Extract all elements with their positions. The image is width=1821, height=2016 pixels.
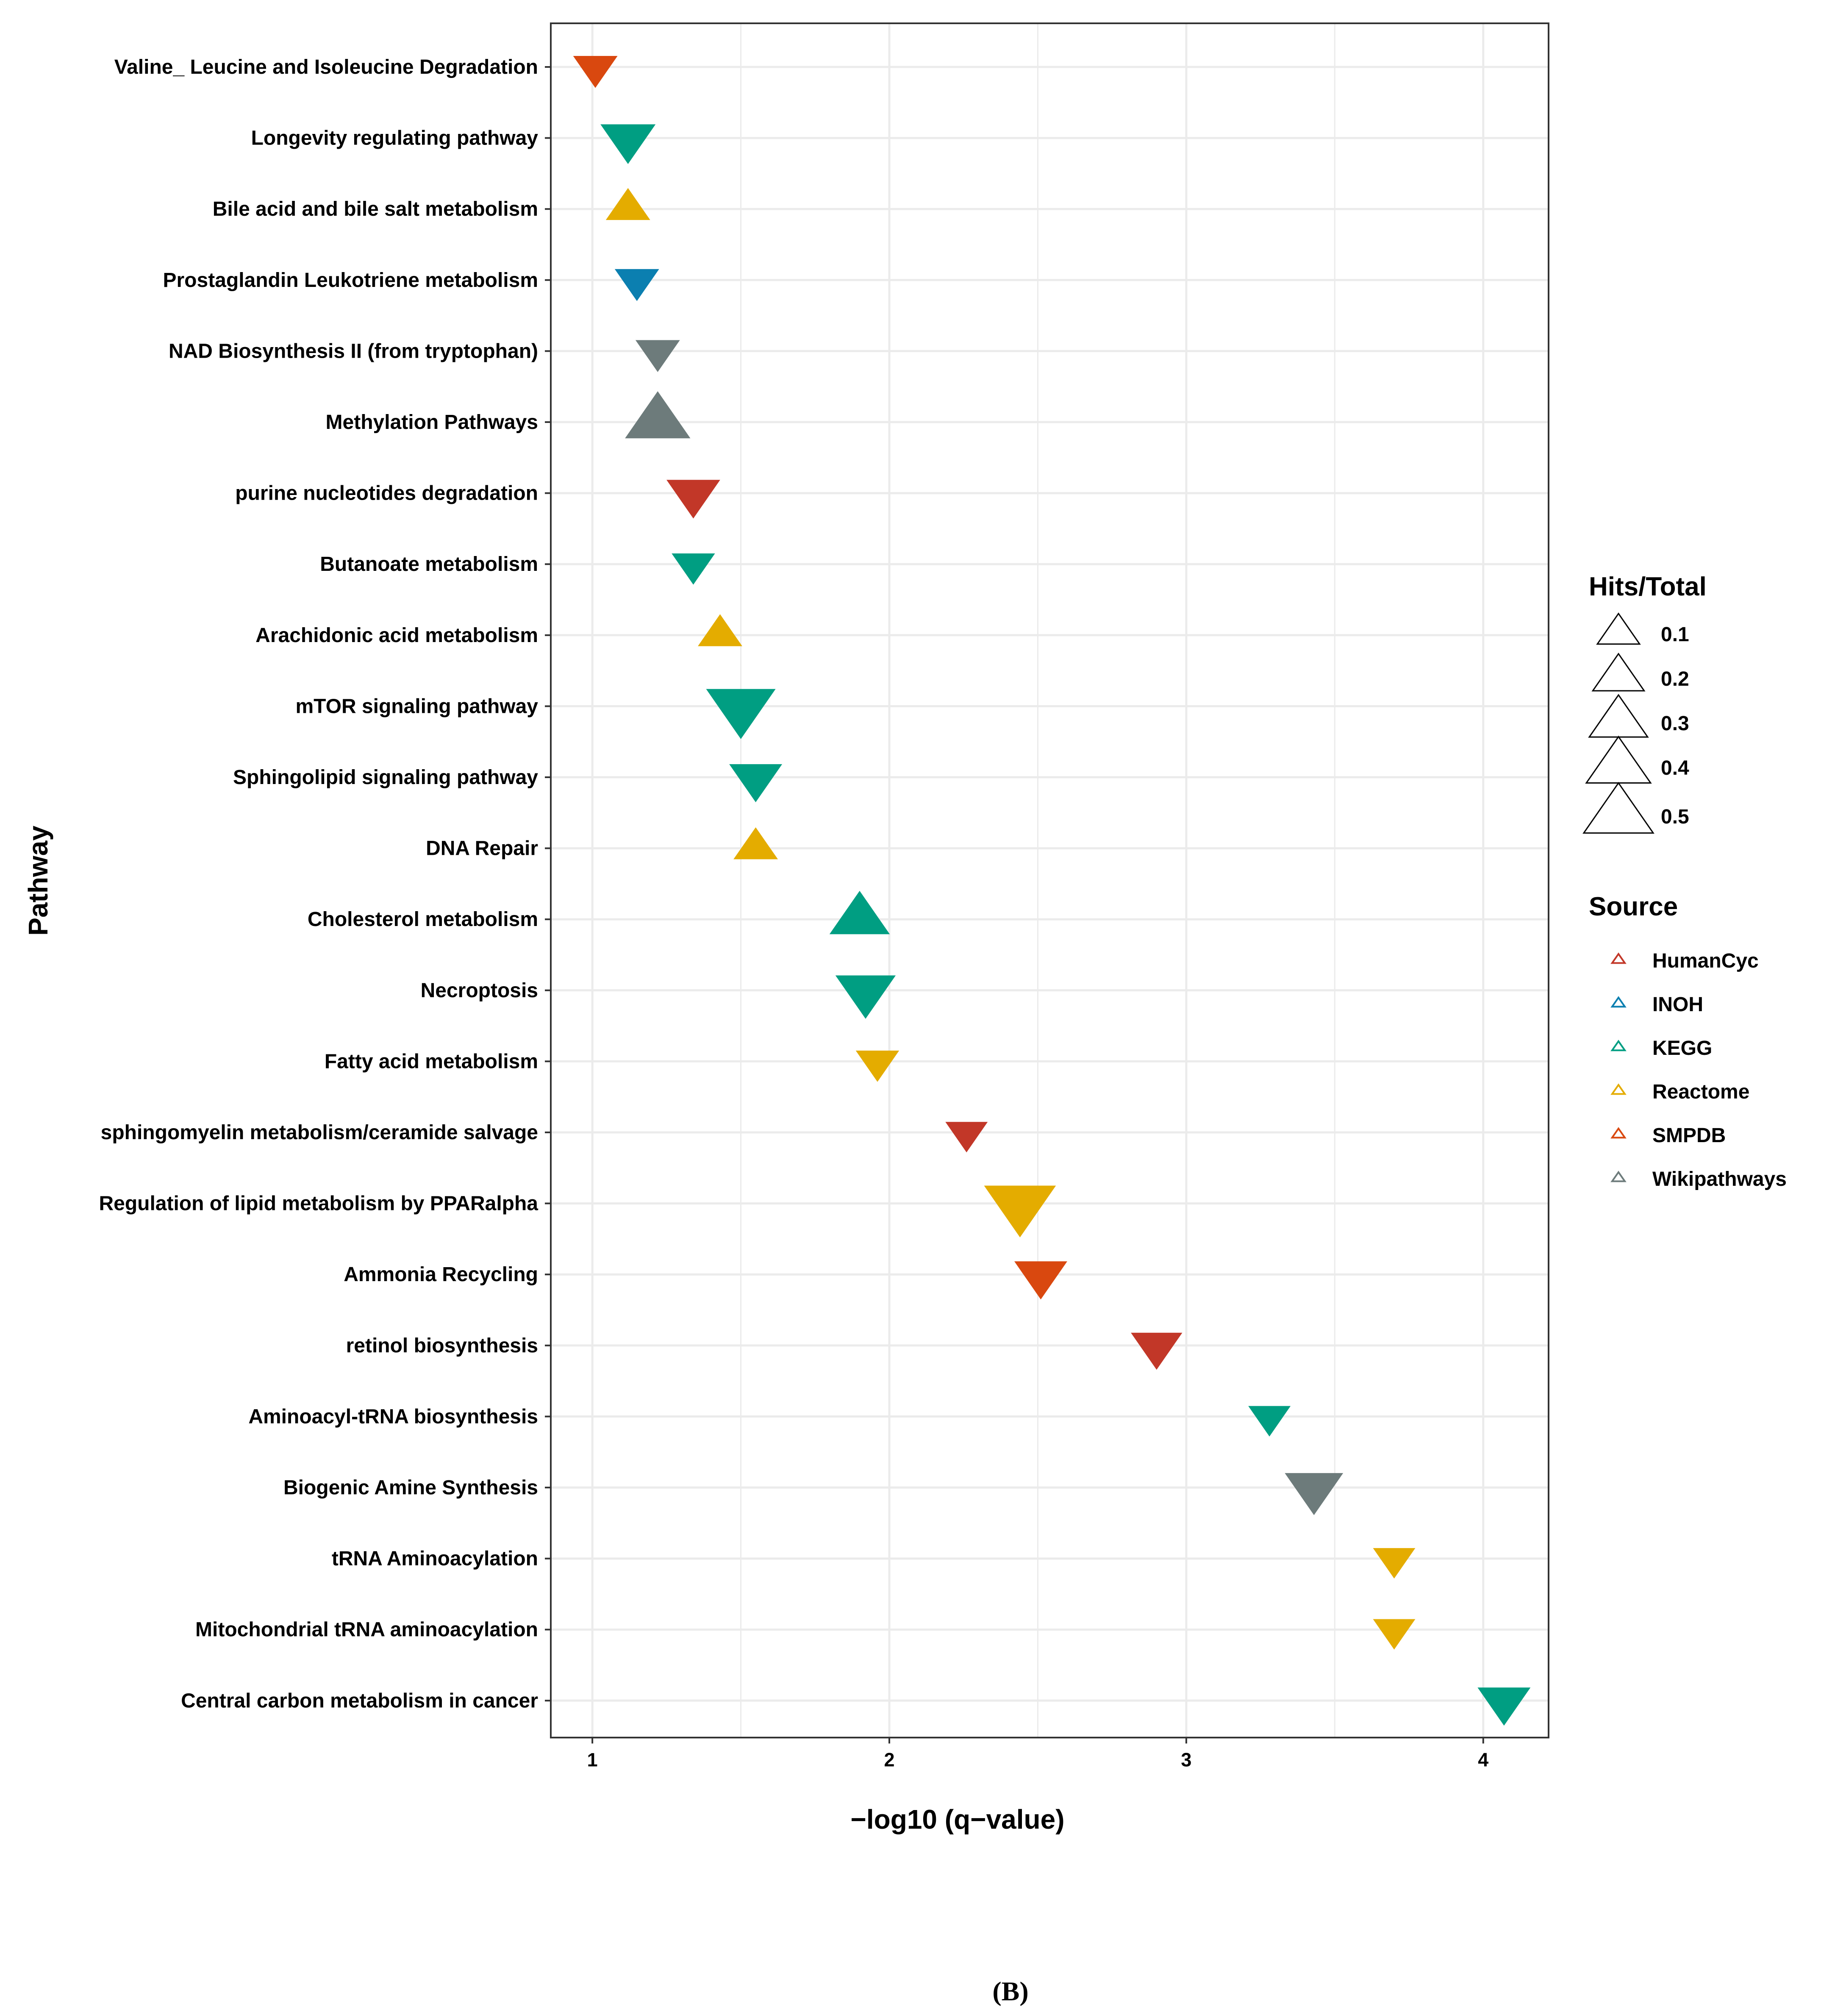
legend-color-title: Source bbox=[1589, 892, 1678, 921]
data-point-triangle bbox=[706, 689, 776, 739]
legend-source-label: SMPDB bbox=[1652, 1124, 1726, 1147]
y-tick-label: sphingomyelin metabolism/ceramide salvag… bbox=[101, 1121, 538, 1144]
y-tick-label: Mitochondrial tRNA aminoacylation bbox=[195, 1618, 538, 1641]
figure-caption: (B) bbox=[992, 1976, 1028, 2006]
data-point-triangle bbox=[605, 188, 650, 220]
legend-source-key bbox=[1610, 996, 1627, 1008]
data-point-triangle bbox=[666, 480, 720, 519]
y-tick-label: Arachidonic acid metabolism bbox=[255, 624, 538, 647]
x-axis-ticks: 1 2 3 4 bbox=[587, 1738, 1488, 1771]
data-point-triangle bbox=[625, 391, 691, 439]
legend-size-label: 0.3 bbox=[1661, 712, 1689, 735]
data-point-triangle bbox=[672, 553, 715, 585]
x-tick-label: 4 bbox=[1478, 1749, 1488, 1771]
data-point-triangle bbox=[1285, 1473, 1344, 1515]
legend-source-label: HumanCyc bbox=[1652, 950, 1759, 972]
marks-layer bbox=[573, 56, 1531, 1726]
data-point-triangle bbox=[573, 56, 618, 88]
data-point-triangle bbox=[635, 340, 680, 372]
legend-size-label: 0.1 bbox=[1661, 623, 1689, 646]
legend-source-key bbox=[1610, 1040, 1627, 1051]
legend-size-label: 0.4 bbox=[1661, 757, 1689, 779]
legend-source-label: KEGG bbox=[1652, 1037, 1712, 1059]
y-tick-label: retinol biosynthesis bbox=[346, 1335, 538, 1357]
legend-size-key bbox=[1588, 694, 1649, 738]
y-tick-label: mTOR signaling pathway bbox=[295, 695, 538, 717]
y-tick-label: Sphingolipid signaling pathway bbox=[233, 766, 538, 789]
y-axis-title: Pathway bbox=[23, 826, 53, 936]
y-tick-label: Aminoacyl-tRNA biosynthesis bbox=[248, 1405, 538, 1428]
legend-size-title: Hits/Total bbox=[1589, 572, 1707, 601]
panel-border bbox=[550, 22, 1549, 1738]
y-tick-label: Prostaglandin Leukotriene metabolism bbox=[163, 269, 538, 292]
legend-source-key bbox=[1610, 1083, 1627, 1095]
x-tick-label: 2 bbox=[884, 1749, 895, 1771]
y-tick-label: purine nucleotides degradation bbox=[235, 482, 538, 505]
y-tick-label: Regulation of lipid metabolism by PPARal… bbox=[99, 1193, 538, 1215]
data-point-triangle bbox=[1373, 1548, 1416, 1579]
data-point-triangle bbox=[984, 1185, 1056, 1237]
data-point-triangle bbox=[600, 124, 656, 164]
y-tick-label: Ammonia Recycling bbox=[344, 1263, 538, 1286]
y-tick-label: tRNA Aminoacylation bbox=[332, 1548, 538, 1570]
legend-source-label: Reactome bbox=[1652, 1081, 1749, 1103]
data-point-triangle bbox=[1131, 1332, 1183, 1370]
legend-size-label: 0.5 bbox=[1661, 806, 1689, 828]
legend-source: Source HumanCyc INOH KEGG Reactome SMPDB Wiki… bbox=[1589, 892, 1787, 1190]
data-point-triangle bbox=[614, 269, 659, 301]
data-point-triangle bbox=[698, 614, 742, 646]
x-axis-title: −log10 (q−value) bbox=[850, 1804, 1064, 1835]
legend-source-key bbox=[1610, 952, 1627, 964]
data-point-triangle bbox=[1248, 1406, 1291, 1437]
y-tick-label: Cholesterol metabolism bbox=[308, 908, 538, 931]
legend-size-label: 0.2 bbox=[1661, 668, 1689, 690]
y-tick-label: DNA Repair bbox=[426, 837, 538, 860]
data-point-triangle bbox=[729, 764, 783, 803]
data-point-triangle bbox=[945, 1122, 988, 1153]
y-tick-label: Bile acid and bile salt metabolism bbox=[213, 198, 538, 220]
y-tick-label: Longevity regulating pathway bbox=[251, 127, 539, 150]
legend-source-key bbox=[1610, 1171, 1627, 1182]
y-tick-label: NAD Biosynthesis II (from tryptophan) bbox=[169, 340, 538, 362]
data-point-triangle bbox=[835, 975, 896, 1019]
y-tick-label: Central carbon metabolism in cancer bbox=[181, 1690, 538, 1712]
legend-size-key bbox=[1591, 653, 1646, 692]
y-tick-label: Butanoate metabolism bbox=[320, 553, 538, 576]
data-point-triangle bbox=[855, 1051, 899, 1082]
legend-size-key bbox=[1585, 735, 1652, 784]
y-tick-label: Necroptosis bbox=[421, 979, 538, 1002]
legend-size-key bbox=[1582, 781, 1654, 834]
y-tick-label: Valine_ Leucine and Isoleucine Degradati… bbox=[114, 56, 538, 78]
legend-size-key bbox=[1596, 612, 1641, 645]
y-tick-label: Methylation Pathways bbox=[326, 411, 538, 434]
data-point-triangle bbox=[733, 827, 778, 859]
y-tick-labels: Valine_ Leucine and Isoleucine Degradati… bbox=[99, 56, 551, 1712]
legend-hits-total: Hits/Total 0.1 0.2 0.3 0.4 0.5 bbox=[1582, 572, 1707, 834]
y-tick-label: Fatty acid metabolism bbox=[325, 1050, 538, 1073]
legend-source-label: Wikipathways bbox=[1652, 1168, 1787, 1190]
x-tick-label: 1 bbox=[587, 1749, 598, 1771]
data-point-triangle bbox=[829, 890, 890, 934]
data-point-triangle bbox=[1373, 1619, 1416, 1650]
y-tick-label: Biogenic Amine Synthesis bbox=[283, 1477, 538, 1499]
panel-background bbox=[551, 23, 1549, 1738]
data-point-triangle bbox=[1477, 1687, 1531, 1726]
legend-source-label: INOH bbox=[1652, 993, 1703, 1016]
data-point-triangle bbox=[1014, 1261, 1067, 1300]
x-tick-label: 3 bbox=[1181, 1749, 1191, 1771]
grid-layer bbox=[551, 23, 1549, 1738]
legend-source-key bbox=[1610, 1127, 1627, 1139]
